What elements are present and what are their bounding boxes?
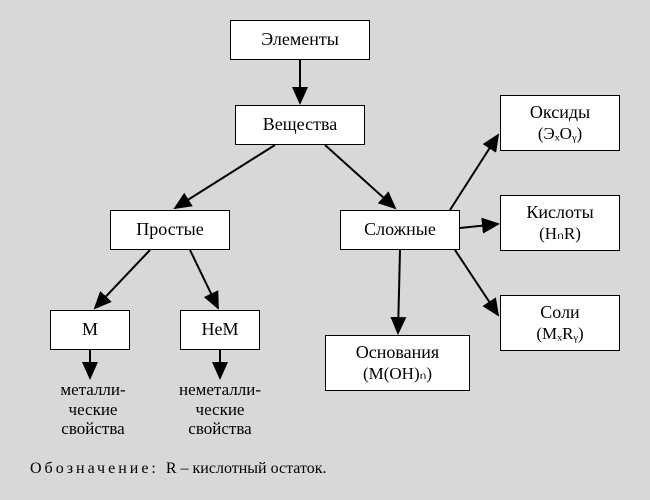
edge-arrow [190, 250, 218, 308]
label-line: неметалли- [179, 380, 261, 399]
node-formula: (MₓRᵧ) [536, 324, 583, 344]
node-label: Простые [136, 219, 203, 241]
edge-arrow [455, 250, 498, 315]
node-formula: (ЭₓOᵧ) [538, 124, 582, 144]
edge-arrow [325, 145, 395, 208]
node-substances: Вещества [235, 105, 365, 145]
edge-arrow [398, 250, 400, 333]
label-line: свойства [188, 419, 251, 438]
node-label: Оксиды [530, 102, 590, 124]
diagram-canvas: Элементы Вещества Простые Сложные М НеМ … [0, 0, 650, 500]
node-m: М [50, 310, 130, 350]
edge-arrow [175, 145, 275, 208]
node-label: Основания [356, 342, 439, 364]
node-acids: Кислоты (HₙR) [500, 195, 620, 251]
footnote: Обозначение: R – кислотный остаток. [30, 460, 327, 478]
node-label: Элементы [261, 29, 339, 51]
node-nem: НеМ [180, 310, 260, 350]
node-complex: Сложные [340, 210, 460, 250]
node-label: Сложные [364, 219, 436, 241]
label-line: ческие [69, 400, 118, 419]
node-elements: Элементы [230, 20, 370, 60]
node-bases: Основания (M(OH)ₙ) [325, 335, 470, 391]
node-label: М [82, 319, 98, 341]
edge-arrow [450, 135, 498, 210]
node-formula: (M(OH)ₙ) [363, 364, 432, 384]
footnote-prefix: Обозначение: [30, 460, 159, 477]
label-metallic: металли- ческие свойства [38, 380, 148, 439]
node-label: НеМ [202, 319, 239, 341]
edge-arrow [95, 250, 150, 308]
label-line: металли- [60, 380, 125, 399]
node-salts: Соли (MₓRᵧ) [500, 295, 620, 351]
label-line: свойства [61, 419, 124, 438]
node-label: Соли [540, 302, 579, 324]
node-simple: Простые [110, 210, 230, 250]
label-nonmetallic: неметалли- ческие свойства [160, 380, 280, 439]
node-label: Кислоты [526, 202, 593, 224]
node-formula: (HₙR) [539, 224, 581, 244]
footnote-text: R – кислотный остаток. [166, 460, 327, 477]
node-label: Вещества [263, 114, 337, 136]
node-oxides: Оксиды (ЭₓOᵧ) [500, 95, 620, 151]
label-line: ческие [196, 400, 245, 419]
edge-arrow [460, 224, 498, 228]
